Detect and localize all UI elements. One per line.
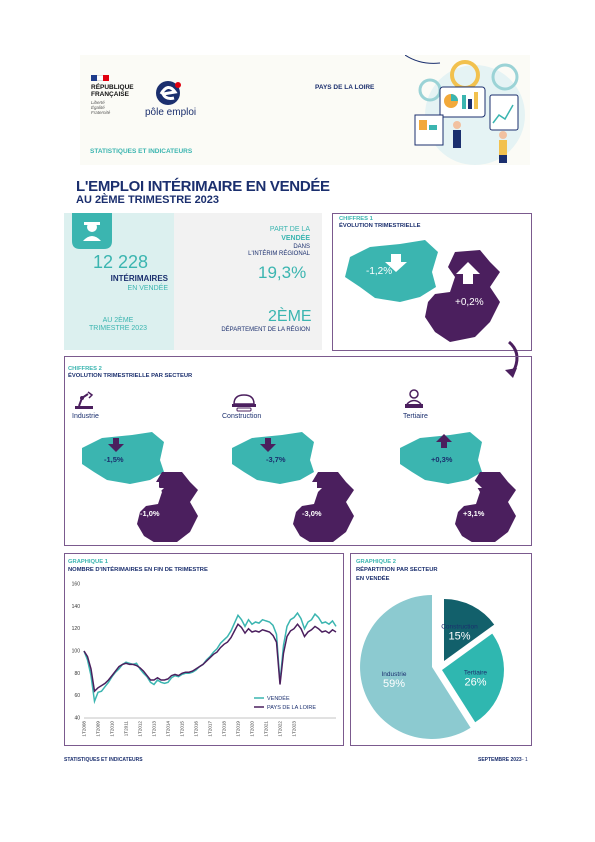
motto-3: Fraternité	[91, 110, 134, 115]
x-tick-label: 1T2019	[236, 721, 241, 737]
flag-icon	[91, 75, 109, 81]
kpi-share-line3: DANS	[180, 244, 310, 250]
graphique1-label: GRAPHIQUE 1	[68, 559, 108, 566]
y-tick-label: 80	[74, 671, 80, 677]
pie-slice-value: 59%	[383, 678, 405, 690]
x-tick-label: 1T2009	[96, 721, 101, 737]
x-tick-label: 1T2014	[166, 721, 171, 737]
page-subtitle: AU 2ÈME TRIMESTRE 2023	[76, 194, 219, 206]
x-tick-label: 1T2010	[110, 721, 115, 737]
sector-name-industry: Industrie	[72, 413, 99, 420]
page-number: - 1	[522, 757, 528, 763]
pie-slice-value: 15%	[448, 631, 470, 643]
kpi-count-label: INTÉRIMAIRES	[68, 274, 168, 283]
republic-logo: RÉPUBLIQUE FRANÇAISE Liberté Égalité Fra…	[91, 84, 134, 115]
chiffres2-title: ÉVOLUTION TRIMESTRIELLE PAR SECTEUR	[68, 373, 192, 380]
y-tick-label: 100	[72, 649, 81, 655]
x-tick-label: 1T2015	[180, 721, 185, 737]
y-tick-label: 40	[74, 716, 80, 722]
kpi-count-sub: EN VENDÉE	[68, 285, 168, 293]
y-tick-label: 140	[72, 604, 81, 610]
tertiary-worker-icon	[403, 388, 425, 410]
chiffres1-maps	[340, 232, 510, 344]
kpi-count-value: 12 228	[68, 252, 173, 273]
x-tick-label: 1T2011	[124, 721, 129, 737]
org-name: pôle emploi	[145, 107, 196, 118]
construction-region-map	[293, 472, 354, 542]
kpi-rank-label: DÉPARTEMENT DE LA RÉGION	[180, 327, 310, 333]
kpi-period-1: AU 2ÈME	[68, 317, 168, 325]
x-axis: 1T2008 1T2009 1T2010 1T2011 1T2012 1T2013 1T20…	[82, 721, 297, 737]
graphique2-title-line1: RÉPARTITION PAR SECTEUR	[356, 567, 438, 574]
chiffres1-vendee-value: -1,2%	[366, 266, 392, 277]
section-label: STATISTIQUES ET INDICATEURS	[90, 148, 192, 155]
tertiary-maps	[400, 432, 516, 542]
footer-left: STATISTIQUES ET INDICATEURS	[64, 757, 143, 763]
x-tick-label: 1T2023	[292, 721, 297, 737]
x-tick-label: 1T2008	[82, 721, 87, 737]
chiffres1-label: CHIFFRES 1	[339, 216, 373, 223]
y-tick-label: 60	[74, 693, 80, 699]
industry-region-value: -1,0%	[140, 509, 160, 518]
kpi-share-line4: L'INTÉRIM RÉGIONAL	[180, 251, 310, 257]
chiffres2-maps	[70, 420, 530, 542]
tertiary-region-map	[455, 472, 516, 542]
kpi-share-line1: PART DE LA	[180, 226, 310, 234]
tertiary-vendee-value: +0,3%	[431, 455, 452, 464]
sector-name-construction: Construction	[222, 413, 261, 420]
construction-region-value: -3,0%	[302, 509, 322, 518]
graphique2-title-line2: EN VENDÉE	[356, 576, 390, 583]
kpi-period-2: TRIMESTRE 2023	[68, 325, 168, 333]
kpi-share-line2: VENDÉE	[180, 235, 310, 242]
series-line	[84, 624, 336, 691]
sector-name-tertiary: Tertiaire	[403, 413, 428, 420]
industry-vendee-value: -1,5%	[104, 455, 124, 464]
series-lines	[84, 613, 336, 701]
pie-slice-label: Construction	[441, 624, 478, 631]
y-tick-label: 160	[72, 582, 81, 588]
industry-region-map	[137, 472, 198, 542]
industry-robot-icon	[73, 390, 95, 410]
x-tick-label: 1T2013	[152, 721, 157, 737]
footer-date: SEPTEMBRE 2023	[478, 757, 522, 763]
y-axis: 40 60 80 100 120 140 160	[72, 582, 336, 722]
x-tick-label: 1T2016	[194, 721, 199, 737]
republic-line2: FRANÇAISE	[91, 91, 134, 98]
construction-maps	[232, 432, 354, 542]
pie-slice-label: Industrie	[382, 671, 407, 678]
republic-line1: RÉPUBLIQUE	[91, 84, 134, 91]
chiffres2-label: CHIFFRES 2	[68, 366, 102, 373]
x-tick-label: 1T2020	[250, 721, 255, 737]
x-tick-label: 1T2022	[278, 721, 283, 737]
pie-slice-value: 26%	[464, 676, 486, 688]
worker-badge-icon	[70, 213, 114, 253]
office-illustration	[405, 55, 540, 165]
chiffres1-region-value: +0,2%	[455, 297, 484, 308]
kpi-rank-value: 2ÈME	[268, 308, 312, 326]
graphique2-label: GRAPHIQUE 2	[356, 559, 396, 566]
chiffres1-title: ÉVOLUTION TRIMESTRIELLE	[339, 223, 420, 230]
tertiary-region-value: +3,1%	[463, 509, 484, 518]
page-title: L'EMPLOI INTÉRIMAIRE EN VENDÉE	[76, 178, 330, 195]
pie-slice-label: Tertiaire	[464, 669, 488, 676]
x-tick-label: 1T2017	[208, 721, 213, 737]
legend-label: PAYS DE LA LOIRE	[267, 705, 316, 711]
legend-label: VENDÉE	[267, 695, 290, 702]
x-tick-label: 1T2021	[264, 721, 269, 737]
construction-vendee-value: -3,7%	[266, 455, 286, 464]
kpi-share-value: 19,3%	[258, 263, 306, 283]
region-label: PAYS DE LA LOIRE	[315, 84, 374, 91]
construction-helmet-icon	[231, 392, 257, 412]
region-map	[425, 250, 500, 342]
graphique1-title: NOMBRE D'INTÉRIMAIRES EN FIN DE TRIMESTR…	[68, 567, 208, 574]
pole-emploi-logo-icon	[152, 80, 184, 106]
industry-maps	[82, 432, 198, 542]
pie-slices	[360, 595, 504, 739]
x-tick-label: 1T2012	[138, 721, 143, 737]
y-tick-label: 120	[72, 626, 81, 632]
chart-legend: VENDÉE PAYS DE LA LOIRE	[254, 695, 316, 711]
x-tick-label: 1T2018	[222, 721, 227, 737]
